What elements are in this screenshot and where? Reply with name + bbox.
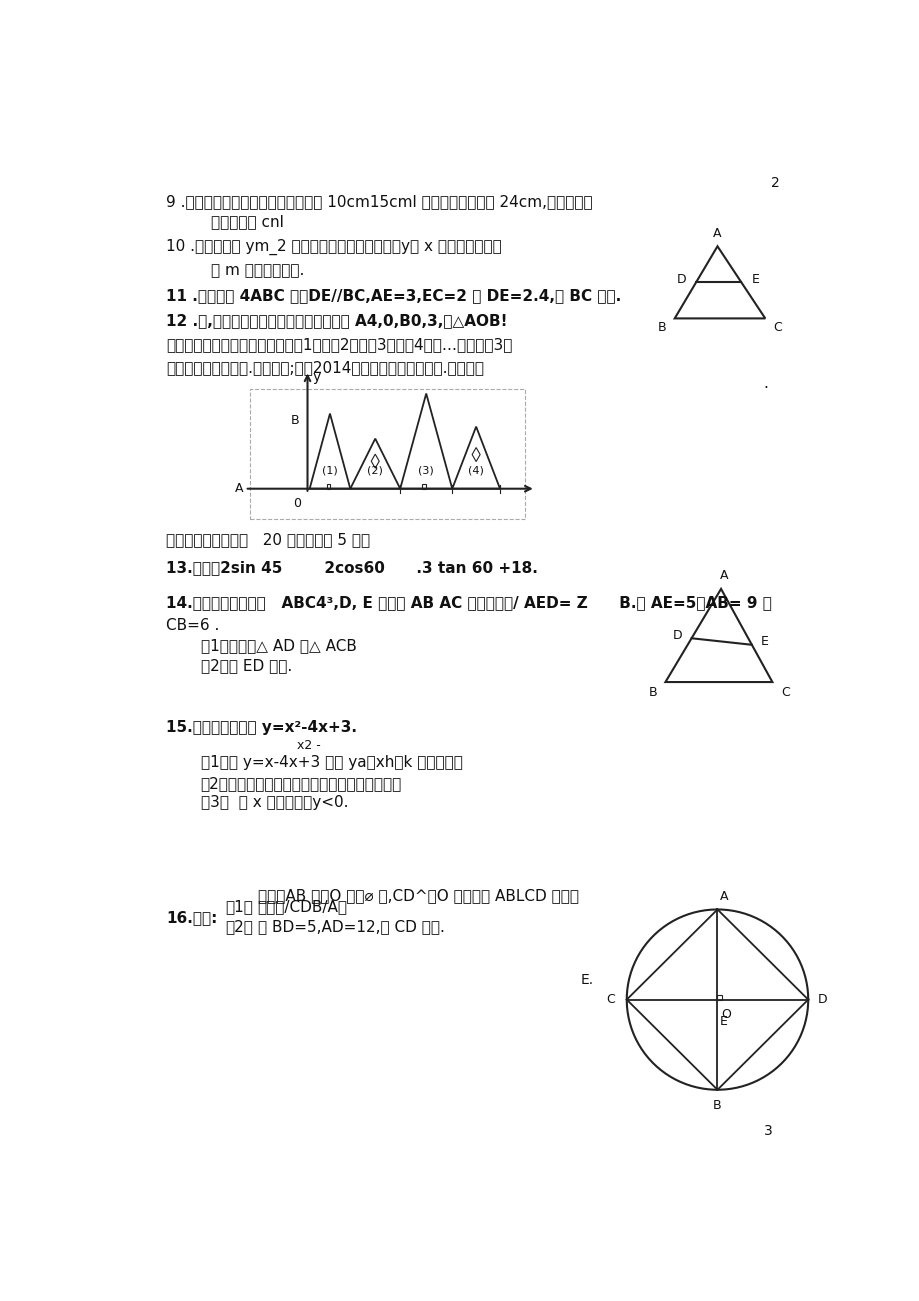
Text: 2: 2 [770, 176, 779, 190]
Text: B: B [657, 321, 665, 334]
Text: 求证：/CDB/A；: 求证：/CDB/A； [257, 899, 347, 913]
Text: O: O [720, 1008, 731, 1021]
Text: .: . [763, 376, 768, 392]
Text: 15.已知：二次函数 y=x²-4x+3.: 15.已知：二次函数 y=x²-4x+3. [166, 719, 357, 735]
Text: y: y [312, 369, 321, 384]
Text: 0: 0 [293, 497, 301, 510]
Text: 若 BD=5,AD=12,求 CD 的长.: 若 BD=5,AD=12,求 CD 的长. [257, 919, 444, 934]
Text: 11 .如图，在 4ABC 中，DE//BC,AE=3,EC=2 且 DE=2.4,则 BC 等于.: 11 .如图，在 4ABC 中，DE//BC,AE=3,EC=2 且 DE=2.… [166, 288, 621, 303]
Text: A: A [234, 483, 243, 496]
Text: E: E [719, 1015, 726, 1028]
Text: A: A [720, 570, 728, 583]
Text: 12 .如,图，在平面直角坐标系中，已知点 A4,0,B0,3,对△AOB!: 12 .如,图，在平面直角坐标系中，已知点 A4,0,B0,3,对△AOB! [166, 314, 507, 328]
Text: （3）  当 x 取何值时，y<0.: （3） 当 x 取何值时，y<0. [200, 795, 347, 809]
Text: (2): (2) [367, 466, 383, 476]
Text: D: D [676, 273, 686, 286]
Text: CB=6 .: CB=6 . [166, 618, 220, 634]
Text: 三、解答题（本题共   20 分，每小题 5 分）: 三、解答题（本题共 20 分，每小题 5 分） [166, 532, 370, 548]
Text: 13.计算：2sin 45        2cos60      .3 tan 60 +18.: 13.计算：2sin 45 2cos60 .3 tan 60 +18. [166, 561, 538, 575]
Text: (1): (1) [322, 466, 337, 476]
Text: C: C [780, 686, 789, 699]
Text: 则 m 的取值范围是.: 则 m 的取值范围是. [211, 263, 304, 278]
Text: D: D [672, 628, 681, 641]
Text: D: D [817, 993, 826, 1006]
Text: A: A [712, 226, 720, 239]
Text: B: B [648, 686, 656, 699]
Text: 16.已知:: 16.已知: [166, 909, 218, 925]
Text: E: E [751, 273, 759, 286]
Text: (4): (4) [468, 466, 483, 476]
Bar [250, 389, 525, 519]
Text: 形的面积是 cnl: 形的面积是 cnl [211, 213, 284, 229]
Text: B: B [712, 1099, 721, 1112]
Text: x2 -: x2 - [297, 739, 320, 752]
Text: 9 .如果两个相似三角形的周长分别是 10cm15cml 小三角形白面积是 24cm,那么大三角: 9 .如果两个相似三角形的周长分别是 10cm15cml 小三角形白面积是 24… [166, 194, 593, 208]
Text: C: C [606, 993, 615, 1006]
Text: 个三角形的直用剪点.的坐标是;第（2014）个三角形的直用弱点.的坐标是: 个三角形的直用剪点.的坐标是;第（2014）个三角形的直用弱点.的坐标是 [166, 360, 483, 375]
Text: E: E [760, 635, 767, 648]
Text: 14.已知：如图，在⌒   ABC4³,D, E 分别是 AB AC 上一点，且/ AED= Z      B.若 AE=5，AB= 9 ，: 14.已知：如图，在⌒ ABC4³,D, E 分别是 AB AC 上一点，且/ … [166, 596, 771, 610]
Text: （2）: （2） [225, 919, 253, 934]
Text: 续作旋转变换，依次得到三角形（1）、（2）、（3）、（4）、…，则第（3）: 续作旋转变换，依次得到三角形（1）、（2）、（3）、（4）、…，则第（3） [166, 337, 512, 353]
Text: （2）求 ED 的长.: （2）求 ED 的长. [200, 658, 291, 674]
Text: A: A [720, 890, 728, 903]
Text: B: B [290, 414, 300, 427]
Text: 如图，AB 是。O 的直⌀ 全,CD^。O 的弦，且 ABLCD 重足为: 如图，AB 是。O 的直⌀ 全,CD^。O 的弦，且 ABLCD 重足为 [257, 887, 578, 903]
Text: (3): (3) [418, 466, 434, 476]
Text: 10 .已知反比例 ym_2 函数图象在各自的象限内，y随 x 的增大而减小，: 10 .已知反比例 ym_2 函数图象在各自的象限内，y随 x 的增大而减小， [166, 239, 502, 255]
Text: （1）求证：△ AD 口△ ACB: （1）求证：△ AD 口△ ACB [200, 639, 356, 653]
Text: （2）求出该二次函数图象的对称轴和顶点坐标；: （2）求出该二次函数图象的对称轴和顶点坐标； [200, 775, 402, 791]
Text: 3: 3 [763, 1124, 772, 1138]
Text: （1）: （1） [225, 899, 253, 913]
Text: E.: E. [580, 973, 594, 986]
Text: （1）将 y=x-4x+3 化成 ya（xh）k 的形式；「: （1）将 y=x-4x+3 化成 ya（xh）k 的形式；「 [200, 755, 462, 770]
Text: C: C [773, 321, 782, 334]
